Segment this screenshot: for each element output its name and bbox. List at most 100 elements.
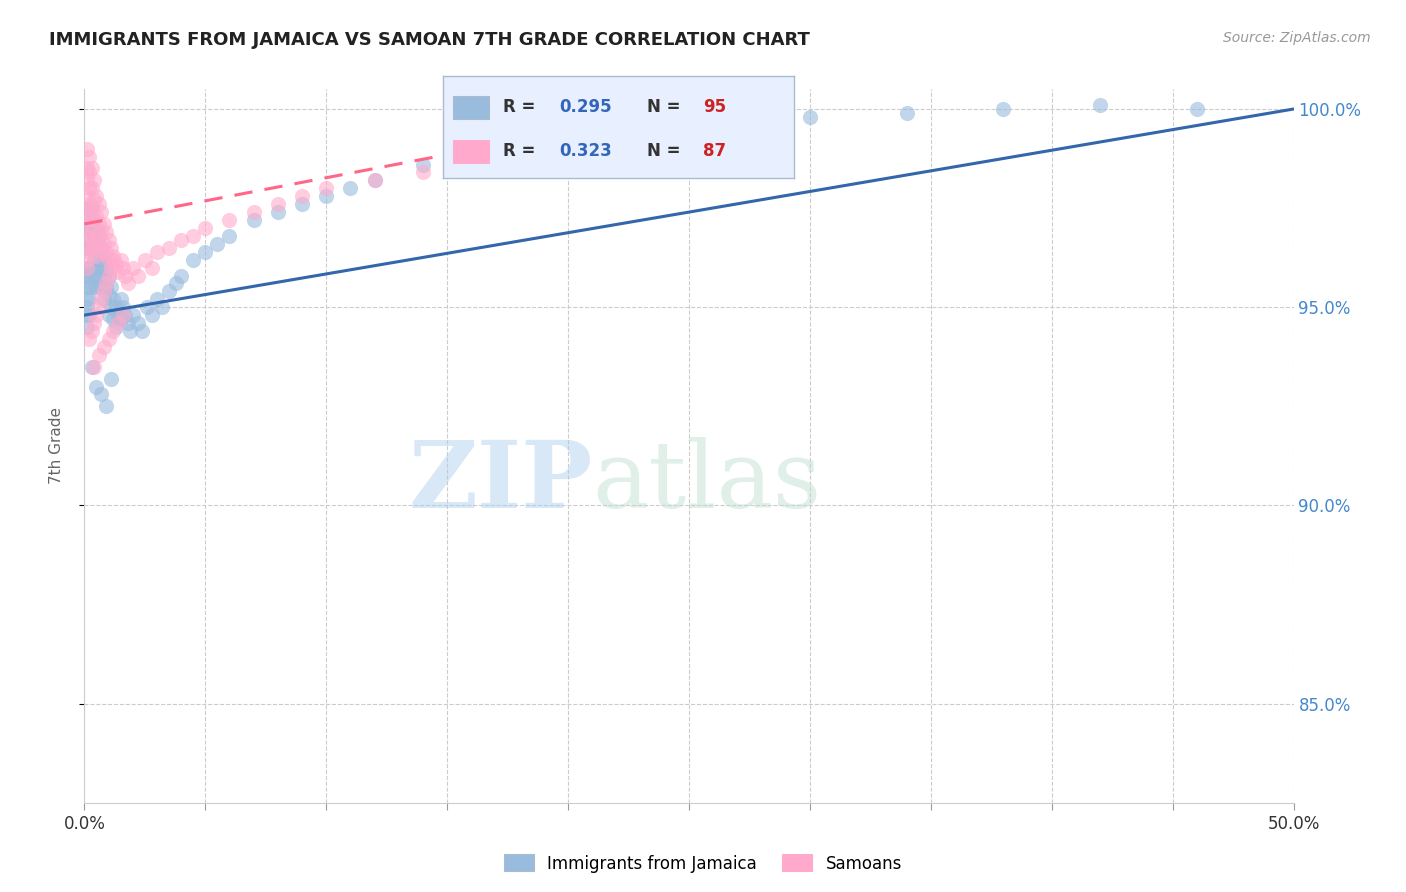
Point — [242, 213, 264, 227]
Point — [114, 308, 136, 322]
Point — [97, 288, 120, 302]
Point — [83, 213, 105, 227]
Point — [146, 244, 169, 259]
Point — [557, 142, 579, 156]
Point — [412, 165, 434, 179]
Point — [112, 300, 135, 314]
Point — [77, 293, 100, 307]
Point — [97, 268, 120, 283]
Point — [315, 181, 337, 195]
Point — [83, 359, 105, 374]
Point — [165, 277, 187, 291]
Point — [103, 312, 125, 326]
Point — [87, 348, 110, 362]
Point — [76, 142, 98, 156]
Point — [76, 213, 98, 227]
Point — [97, 233, 120, 247]
Point — [76, 228, 98, 243]
Point — [702, 118, 724, 132]
Point — [339, 181, 361, 195]
Point — [90, 280, 112, 294]
Point — [267, 197, 290, 211]
Point — [76, 201, 98, 215]
Text: atlas: atlas — [592, 437, 821, 526]
Point — [80, 268, 103, 283]
Point — [76, 252, 98, 267]
Point — [121, 308, 143, 322]
Point — [77, 308, 100, 322]
Point — [112, 308, 135, 322]
Point — [107, 264, 129, 278]
Point — [86, 308, 108, 322]
Point — [93, 268, 115, 283]
Point — [127, 316, 149, 330]
Point — [86, 228, 108, 243]
Point — [103, 249, 125, 263]
Point — [77, 280, 100, 294]
Point — [77, 228, 100, 243]
Point — [80, 280, 103, 294]
Y-axis label: 7th Grade: 7th Grade — [49, 408, 63, 484]
Point — [76, 260, 98, 275]
Text: Source: ZipAtlas.com: Source: ZipAtlas.com — [1223, 31, 1371, 45]
Point — [90, 241, 112, 255]
Point — [80, 260, 103, 275]
Point — [107, 308, 129, 322]
Point — [181, 228, 204, 243]
Point — [103, 252, 125, 267]
Point — [291, 197, 314, 211]
Point — [104, 320, 127, 334]
Point — [76, 260, 98, 275]
Point — [83, 268, 105, 283]
Point — [80, 221, 103, 235]
Point — [94, 244, 117, 259]
Point — [460, 157, 482, 171]
Point — [87, 228, 110, 243]
Point — [80, 161, 103, 176]
Point — [509, 142, 531, 156]
Point — [76, 308, 98, 322]
Point — [83, 233, 105, 247]
Point — [83, 252, 105, 267]
Point — [86, 221, 108, 235]
Point — [86, 280, 108, 294]
Point — [267, 205, 290, 219]
Point — [110, 293, 132, 307]
Point — [76, 161, 98, 176]
Point — [460, 150, 482, 164]
Point — [103, 293, 125, 307]
Point — [412, 157, 434, 171]
Point — [100, 300, 122, 314]
Point — [157, 285, 180, 299]
Point — [76, 320, 98, 334]
Point — [150, 300, 173, 314]
Point — [80, 221, 103, 235]
Point — [146, 293, 169, 307]
Point — [90, 387, 112, 401]
Point — [136, 300, 159, 314]
Text: N =: N = — [647, 97, 681, 116]
Point — [76, 268, 98, 283]
Point — [117, 316, 139, 330]
Point — [86, 379, 108, 393]
Point — [86, 209, 108, 223]
Point — [77, 150, 100, 164]
Point — [114, 268, 136, 283]
Point — [93, 293, 115, 307]
Point — [76, 189, 98, 203]
Point — [799, 110, 821, 124]
Point — [76, 241, 98, 255]
Point — [112, 260, 135, 275]
Point — [77, 213, 100, 227]
Point — [90, 225, 112, 239]
Legend: Immigrants from Jamaica, Samoans: Immigrants from Jamaica, Samoans — [498, 847, 908, 880]
Point — [141, 308, 163, 322]
Point — [218, 228, 240, 243]
Point — [77, 181, 100, 195]
Point — [315, 189, 337, 203]
Text: 0.295: 0.295 — [560, 97, 612, 116]
Point — [80, 359, 103, 374]
Point — [121, 260, 143, 275]
Point — [194, 221, 217, 235]
Text: R =: R = — [503, 97, 536, 116]
